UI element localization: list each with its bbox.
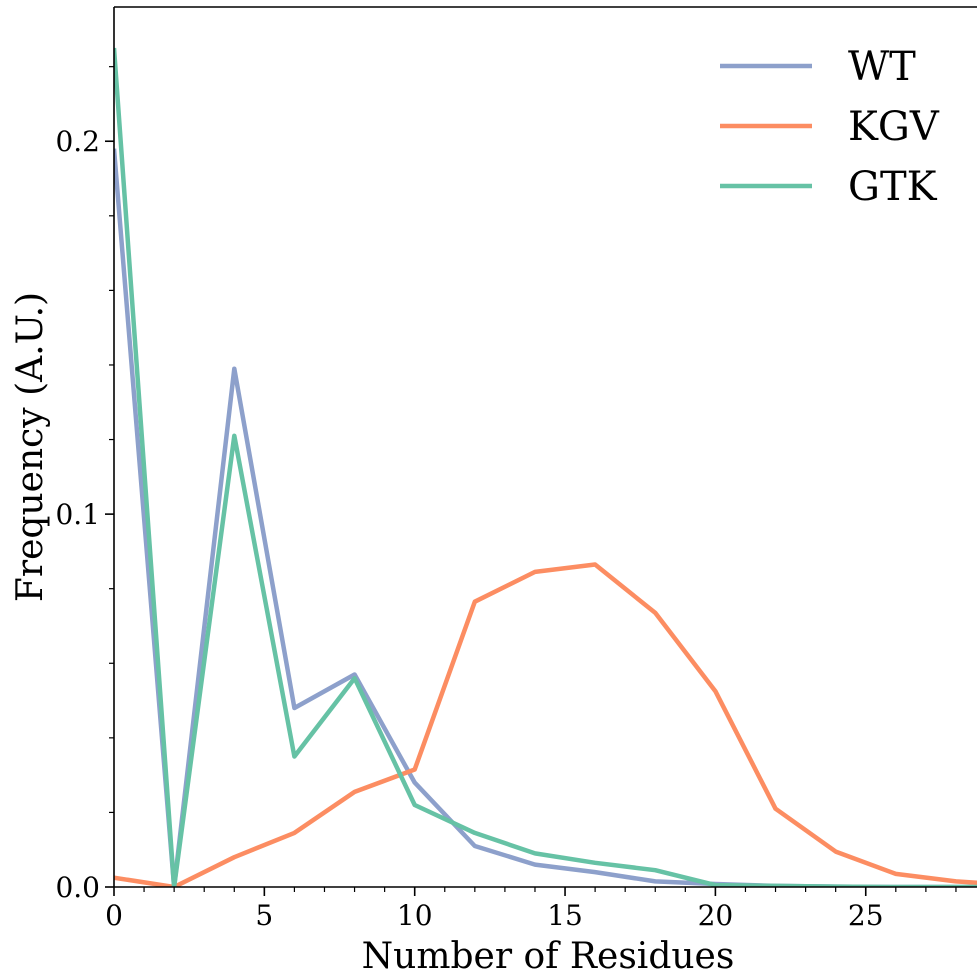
y-tick-label: 0.0 <box>55 871 100 904</box>
x-tick-label: 10 <box>397 899 433 932</box>
series-line-kgv <box>114 562 977 887</box>
legend-label-kgv: KGV <box>848 104 940 150</box>
x-tick-label: 20 <box>698 899 734 932</box>
y-axis-label: Frequency (A.U.) <box>10 292 51 602</box>
x-tick-label: 0 <box>105 899 123 932</box>
x-axis-label: Number of Residues <box>362 936 735 975</box>
x-tick-label: 25 <box>848 899 884 932</box>
legend-label-wt: WT <box>848 44 916 90</box>
legend-label-gtk: GTK <box>848 164 938 210</box>
legend: WT KGV GTK <box>720 44 940 210</box>
series-line-wt <box>114 148 977 887</box>
y-tick-label: 0.2 <box>55 125 100 158</box>
ticks-layer: 0 5 10 15 20 25 0.0 0.1 0.2 <box>55 66 957 932</box>
x-tick-label: 15 <box>547 899 583 932</box>
x-tick-label: 5 <box>255 899 273 932</box>
y-tick-label: 0.1 <box>55 498 100 531</box>
